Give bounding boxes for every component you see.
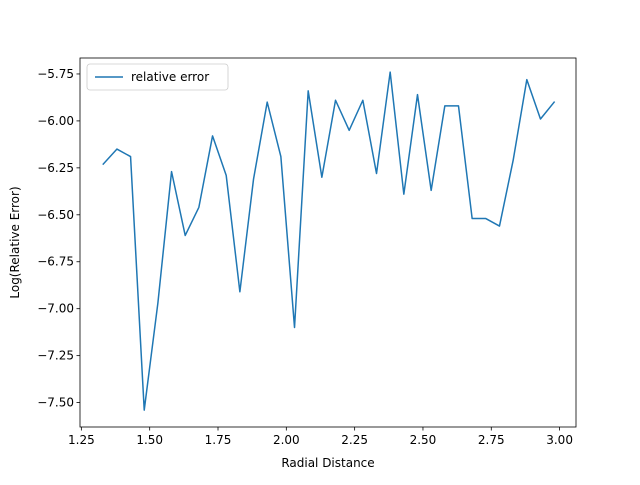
series-line-relative-error (102, 71, 556, 411)
x-tick-label: 2.75 (478, 433, 505, 447)
x-tick-label: 1.50 (136, 433, 163, 447)
x-axis-ticks: 1.25 1.50 1.75 2.00 2.25 2.50 2.75 3.00 (68, 427, 573, 447)
y-tick-label: −6.50 (37, 208, 74, 222)
plot-area (80, 58, 576, 427)
y-tick-label: −6.25 (37, 161, 74, 175)
y-tick-label: −7.50 (37, 396, 74, 410)
legend: relative error (86, 63, 229, 91)
x-tick-label: 2.50 (410, 433, 437, 447)
y-axis-label: Log(Relative Error) (8, 186, 22, 298)
y-axis-ticks: −7.50 −7.25 −7.00 −6.75 −6.50 −6.25 −6.00 −5.75 (37, 67, 80, 410)
legend-box (86, 63, 229, 91)
legend-label-relative-error: relative error (131, 70, 209, 84)
y-tick-label: −6.75 (37, 255, 74, 269)
x-tick-label: 1.75 (205, 433, 232, 447)
x-tick-label: 1.25 (68, 433, 95, 447)
x-tick-label: 2.00 (273, 433, 300, 447)
series-layer (102, 71, 556, 411)
y-tick-label: −7.25 (37, 349, 74, 363)
plot-frame (79, 57, 577, 428)
y-tick-label: −5.75 (37, 67, 74, 81)
y-tick-label: −7.00 (37, 302, 74, 316)
x-tick-label: 3.00 (546, 433, 573, 447)
x-axis-label: Radial Distance (281, 456, 374, 470)
x-tick-label: 2.25 (341, 433, 368, 447)
y-tick-label: −6.00 (37, 114, 74, 128)
